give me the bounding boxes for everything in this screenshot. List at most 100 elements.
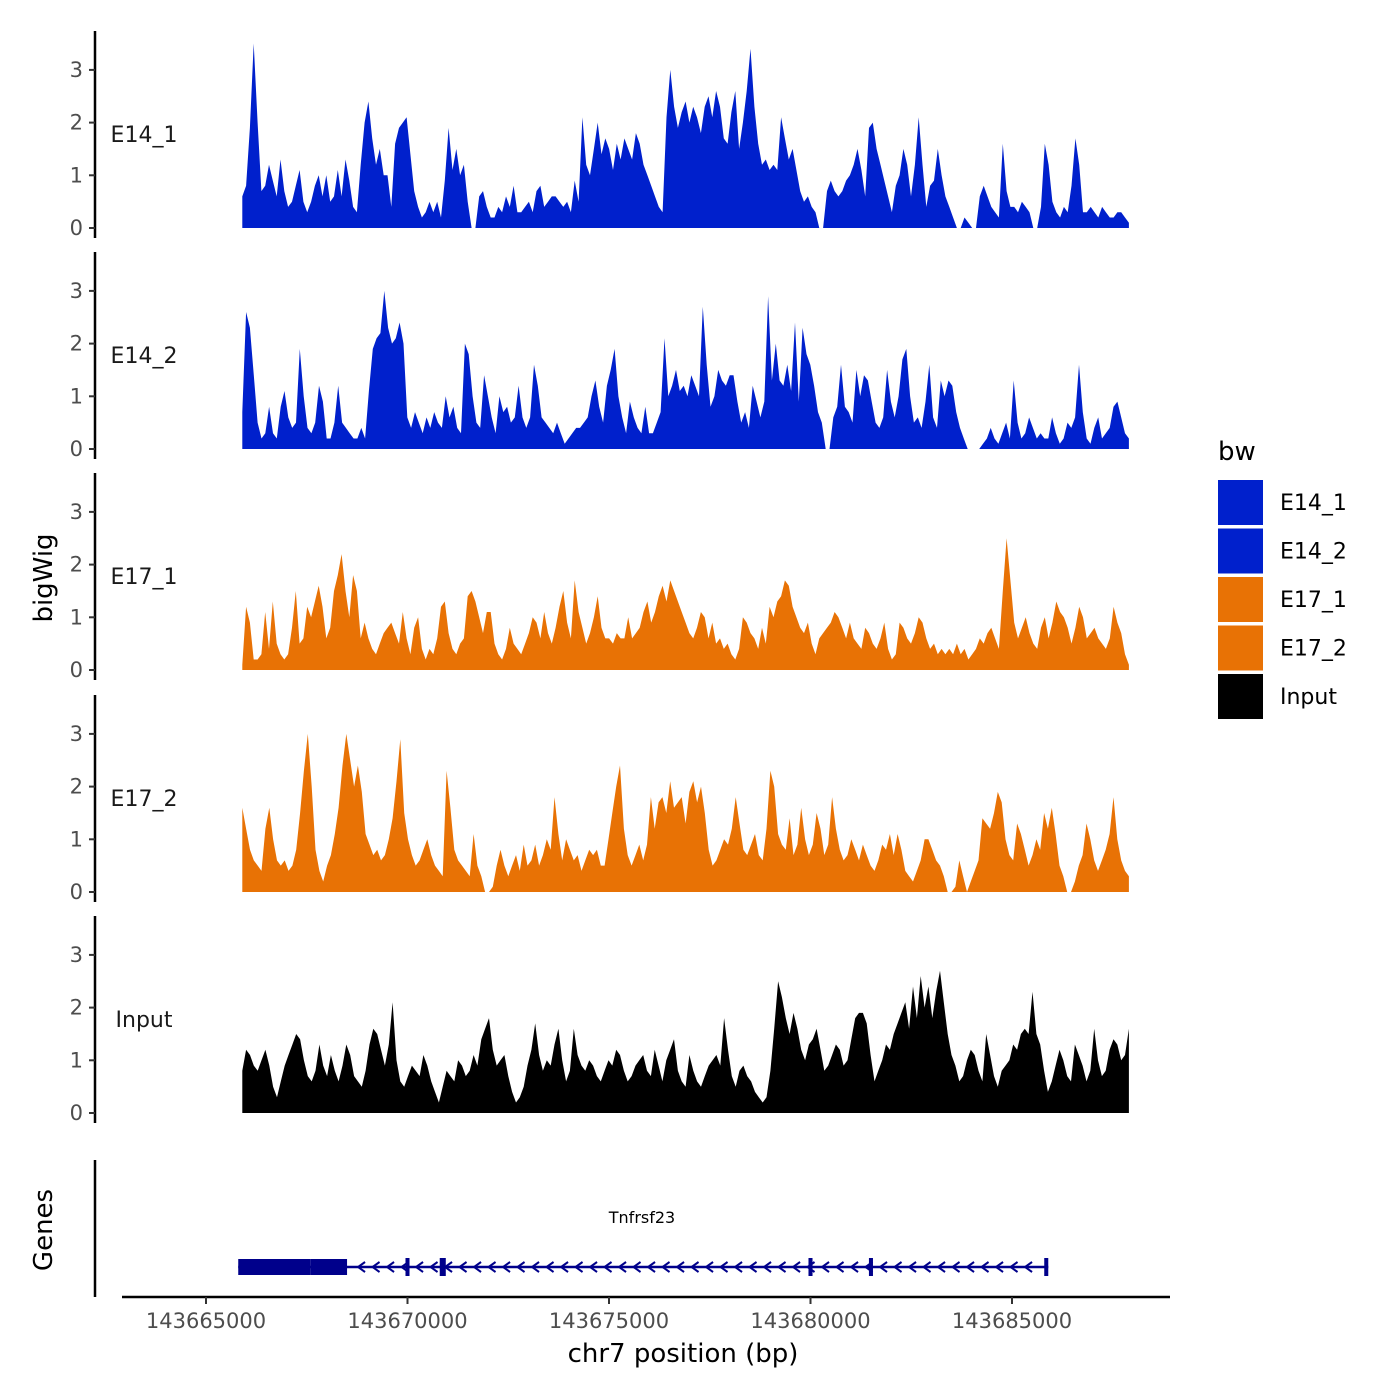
gene-exon	[868, 1258, 873, 1276]
legend-label: E17_2	[1280, 637, 1347, 662]
strand-arrow	[631, 1261, 642, 1273]
legend: bw E14_1 E14_2 E17_1 E17_2 Input	[1218, 437, 1347, 719]
strand-arrow	[515, 1261, 526, 1273]
gene-exon	[808, 1258, 813, 1276]
y-tick-label: 0	[70, 880, 83, 904]
y-tick-label: 2	[70, 111, 83, 135]
signal-area-e14-2	[242, 290, 1129, 449]
x-axis-title: chr7 position (bp)	[568, 1339, 799, 1369]
y-tick-label: 2	[70, 553, 83, 577]
strand-arrow	[1008, 1261, 1019, 1273]
gene-exon	[439, 1258, 446, 1276]
track-input: 0 1 2 3 Input	[70, 916, 1129, 1125]
legend-label: E14_1	[1280, 491, 1347, 516]
strand-arrow	[472, 1261, 482, 1273]
y-tick-label: 0	[70, 437, 83, 461]
y-tick-label: 3	[70, 279, 83, 303]
track-e17-2: 0 1 2 3 E17_2	[70, 695, 1129, 904]
y-axis-title: bigWig	[29, 533, 59, 622]
x-tick-label: 143670000	[347, 1309, 467, 1333]
strand-arrow	[530, 1261, 540, 1273]
legend-swatch	[1218, 480, 1263, 525]
y-tick-label: 0	[70, 216, 83, 240]
legend-title: bw	[1218, 437, 1256, 467]
strand-arrow	[675, 1261, 685, 1273]
strand-arrow	[878, 1261, 888, 1273]
y-tick-label: 1	[70, 1048, 83, 1072]
track-e17-1: 0 1 2 3 E17_1	[70, 473, 1129, 682]
genes-track: Tnfrsf23	[93, 1160, 1049, 1297]
x-axis: 143665000 143670000 143675000 143680000 1436…	[122, 1295, 1170, 1333]
strand-arrow	[704, 1261, 714, 1273]
legend-label: Input	[1280, 685, 1337, 710]
y-tick-label: 1	[70, 827, 83, 851]
strand-arrow	[646, 1261, 656, 1273]
strand-arrow	[994, 1261, 1004, 1273]
strand-arrow	[979, 1261, 990, 1273]
strand-arrow	[385, 1261, 395, 1273]
strand-arrow	[718, 1261, 729, 1273]
signal-area-e17-2	[242, 733, 1129, 892]
signal-area-input	[242, 970, 1129, 1113]
legend-swatch	[1218, 674, 1263, 719]
strand-arrow	[834, 1261, 845, 1273]
gene-exon	[310, 1259, 348, 1275]
strand-arrow	[356, 1261, 366, 1273]
strand-arrow	[501, 1261, 511, 1273]
y-tick-label: 1	[70, 163, 83, 187]
strand-arrow	[370, 1261, 381, 1273]
strand-arrow	[950, 1261, 961, 1273]
strand-arrow	[588, 1261, 598, 1273]
signal-area-e14-1	[242, 43, 1129, 228]
strand-arrow	[820, 1261, 830, 1273]
strand-arrow	[733, 1261, 743, 1273]
strand-arrow	[559, 1261, 569, 1273]
y-tick-label: 2	[70, 775, 83, 799]
strand-arrow	[573, 1261, 584, 1273]
strand-arrow	[457, 1261, 468, 1273]
track-label: E14_1	[111, 123, 178, 148]
strand-arrow	[602, 1261, 613, 1273]
strand-arrow	[486, 1261, 497, 1273]
x-tick-label: 143675000	[549, 1309, 669, 1333]
gene-exon	[238, 1259, 311, 1275]
track-label: E17_2	[111, 787, 178, 812]
legend-swatch	[1218, 577, 1263, 622]
strand-arrow	[849, 1261, 859, 1273]
signal-area-e17-1	[242, 538, 1129, 670]
y-tick-label: 3	[70, 500, 83, 524]
strand-arrow	[907, 1261, 917, 1273]
y-tick-label: 3	[70, 943, 83, 967]
signal-tracks: 0 1 2 3 E14_1 0 1 2 3 E14_2 0 1 2 3 E17_1 0 1 2 3 E17_2 0 1 2 3…	[70, 31, 1129, 1125]
strand-arrow	[762, 1261, 772, 1273]
track-label: E14_2	[111, 344, 178, 369]
gene-exon	[405, 1258, 410, 1276]
y-tick-label: 3	[70, 722, 83, 746]
strand-arrow	[776, 1261, 787, 1273]
y-tick-label: 0	[70, 1101, 83, 1125]
track-e14-1: 0 1 2 3 E14_1	[70, 31, 1129, 240]
y-tick-label: 1	[70, 384, 83, 408]
gene-exon	[1044, 1258, 1049, 1276]
legend-swatch	[1218, 625, 1263, 671]
legend-swatch	[1218, 528, 1263, 574]
strand-arrow	[544, 1261, 555, 1273]
strand-arrow	[892, 1261, 903, 1273]
strand-arrow	[660, 1261, 671, 1273]
y-tick-label: 2	[70, 996, 83, 1020]
track-label: E17_1	[111, 565, 178, 590]
strand-arrow	[791, 1261, 801, 1273]
track-label: Input	[116, 1008, 173, 1033]
strand-arrow	[1023, 1261, 1033, 1273]
strand-arrow	[747, 1261, 758, 1273]
strand-arrow	[617, 1261, 627, 1273]
strand-arrow	[921, 1261, 932, 1273]
strand-arrow	[428, 1261, 439, 1273]
strand-arrow	[965, 1261, 975, 1273]
strand-arrow	[936, 1261, 946, 1273]
track-e14-2: 0 1 2 3 E14_2	[70, 252, 1129, 461]
legend-label: E17_1	[1280, 588, 1347, 613]
strand-arrow	[414, 1261, 424, 1273]
y-tick-label: 2	[70, 332, 83, 356]
